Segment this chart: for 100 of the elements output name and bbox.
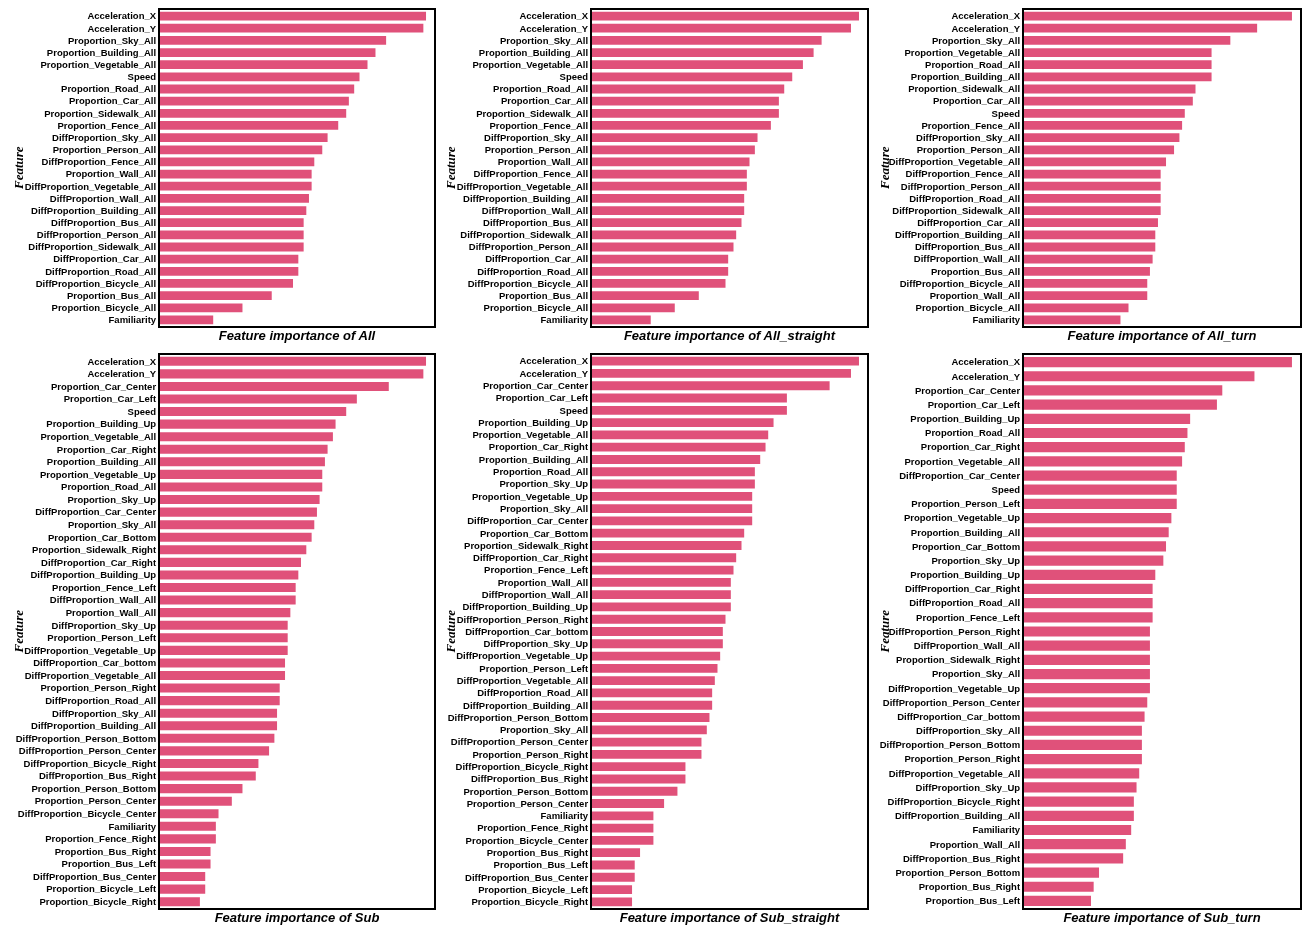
y-tick-label: Proportion_Bus_All [498,289,589,301]
bar [1024,145,1175,155]
bar [160,72,360,82]
bar [592,230,737,240]
bar [160,23,424,33]
y-tick-label: Proportion_Road_All [925,427,1021,439]
y-tick-label: Proportion_Road_All [61,83,157,95]
bar [1024,84,1196,94]
bar [592,145,755,155]
y-tick-label: Acceleration_Y [87,22,157,34]
bar [1024,541,1167,552]
bar [160,645,288,655]
bar [160,557,301,567]
bar [1024,72,1212,82]
y-axis-title: Feature [11,146,26,190]
y-tick-label: Proportion_Bicycle_Center [465,834,589,846]
y-tick-label: Proportion_Person_All [52,144,157,156]
y-tick-label: DiffProportion_Bus_Center [465,871,589,883]
y-tick-label: Proportion_Sidewalk_All [44,107,157,119]
y-tick-label: Proportion_Wall_All [497,156,589,168]
y-tick-label: Proportion_Bus_All [66,289,157,301]
y-tick-label: DiffProportion_Road_All [45,694,157,706]
bar [1024,385,1223,396]
y-tick-label: Proportion_Building_Up [46,418,157,430]
bar [1024,598,1153,609]
text: Feature importance of All_straight [623,328,836,344]
bar [160,169,312,179]
y-tick-label: Proportion_Road_All [493,466,589,478]
bar [160,532,312,542]
bar [160,608,291,618]
y-tick-label: Proportion_Building_All [46,46,157,58]
y-tick-label: DiffProportion_Bicycle_All [35,277,157,289]
y-tick-label: Proportion_Sidewalk_Right [464,539,589,551]
y-tick-label: Proportion_Fence_All [921,119,1021,131]
bar [160,507,317,517]
bar [160,834,216,844]
bar [1024,512,1172,524]
bar [592,479,755,489]
bar [592,218,742,228]
y-tick-label: DiffProportion_Car_Center [467,515,589,527]
bar [1024,23,1258,33]
y-tick-label: Proportion_Vegetable_All [472,59,589,71]
y-tick-label: Proportion_Car_Right [56,443,157,455]
y-tick-label: DiffProportion_Sky_All [52,707,157,719]
y-tick-label: Proportion_Car_Bottom [911,540,1021,552]
bar [1024,266,1150,276]
bar [160,108,347,118]
y-tick-label: Proportion_Bicycle_All [915,302,1021,314]
bar [160,60,368,70]
y-tick-label: DiffProportion_Road_All [45,265,157,277]
y-tick-label: DiffProportion_Bus_All [51,217,157,229]
y-tick-label: DiffProportion_Person_Right [888,625,1021,637]
y-tick-label: DiffProportion_Car_bottom [465,625,589,637]
bar [1024,356,1292,368]
bar [1024,640,1150,651]
y-tick-label: Proportion_Car_Left [63,393,157,405]
bar [160,582,296,593]
y-tick-label: Acceleration_X [87,10,157,22]
y-tick-label: DiffProportion_Person_Center [18,745,157,757]
y-tick-label: Proportion_Bicycle_Left [46,883,157,895]
bar [1024,11,1292,21]
y-tick-label: DiffProportion_Vegetable_Up [888,682,1021,694]
y-tick-label: Proportion_Sky_All [499,502,589,514]
bar [1024,881,1094,892]
bar [592,565,734,575]
bar [1024,230,1156,240]
bar [1024,108,1185,118]
y-tick-label: DiffProportion_Vegetable_Up [456,650,589,662]
bar [592,206,745,215]
y-tick-label: Proportion_Sky_All [499,724,589,736]
y-tick-label: DiffProportion_Person_All [468,241,589,253]
bar [1024,626,1150,637]
y-tick-label: Proportion_Person_Bottom [31,782,157,794]
bar [592,774,686,784]
bar [160,11,427,21]
y-tick-label: Proportion_Bus_Left [61,858,157,870]
bar [160,733,275,743]
bar [160,36,387,45]
bar [160,620,288,630]
bar [1024,157,1167,167]
y-tick-label: Proportion_Sidewalk_All [476,107,589,119]
y-tick-label: DiffProportion_Car_Right [905,583,1021,595]
y-tick-label: DiffProportion_Road_All [909,597,1021,609]
y-tick-label: Proportion_Road_All [493,83,589,95]
y-tick-label: Proportion_Sky_All [67,34,157,46]
y-tick-label: Proportion_Bicycle_Right [39,896,157,908]
bar [1024,427,1188,439]
y-tick-label: Proportion_Road_All [61,481,157,493]
bar [1024,839,1126,850]
y-tick-label: Acceleration_X [87,355,157,367]
y-tick-label: DiffProportion_Wall_All [481,588,589,600]
bar [1024,498,1177,509]
y-tick-label: DiffProportion_Building_All [895,229,1021,241]
y-tick-label: Proportion_Wall_All [65,606,157,618]
bar [1024,48,1212,57]
bar [160,771,256,781]
y-tick-label: DiffProportion_Vegetable_All [24,180,157,192]
bar [160,721,278,731]
bar [592,725,707,735]
y-tick-label: Proportion_Vegetable_All [904,46,1021,58]
